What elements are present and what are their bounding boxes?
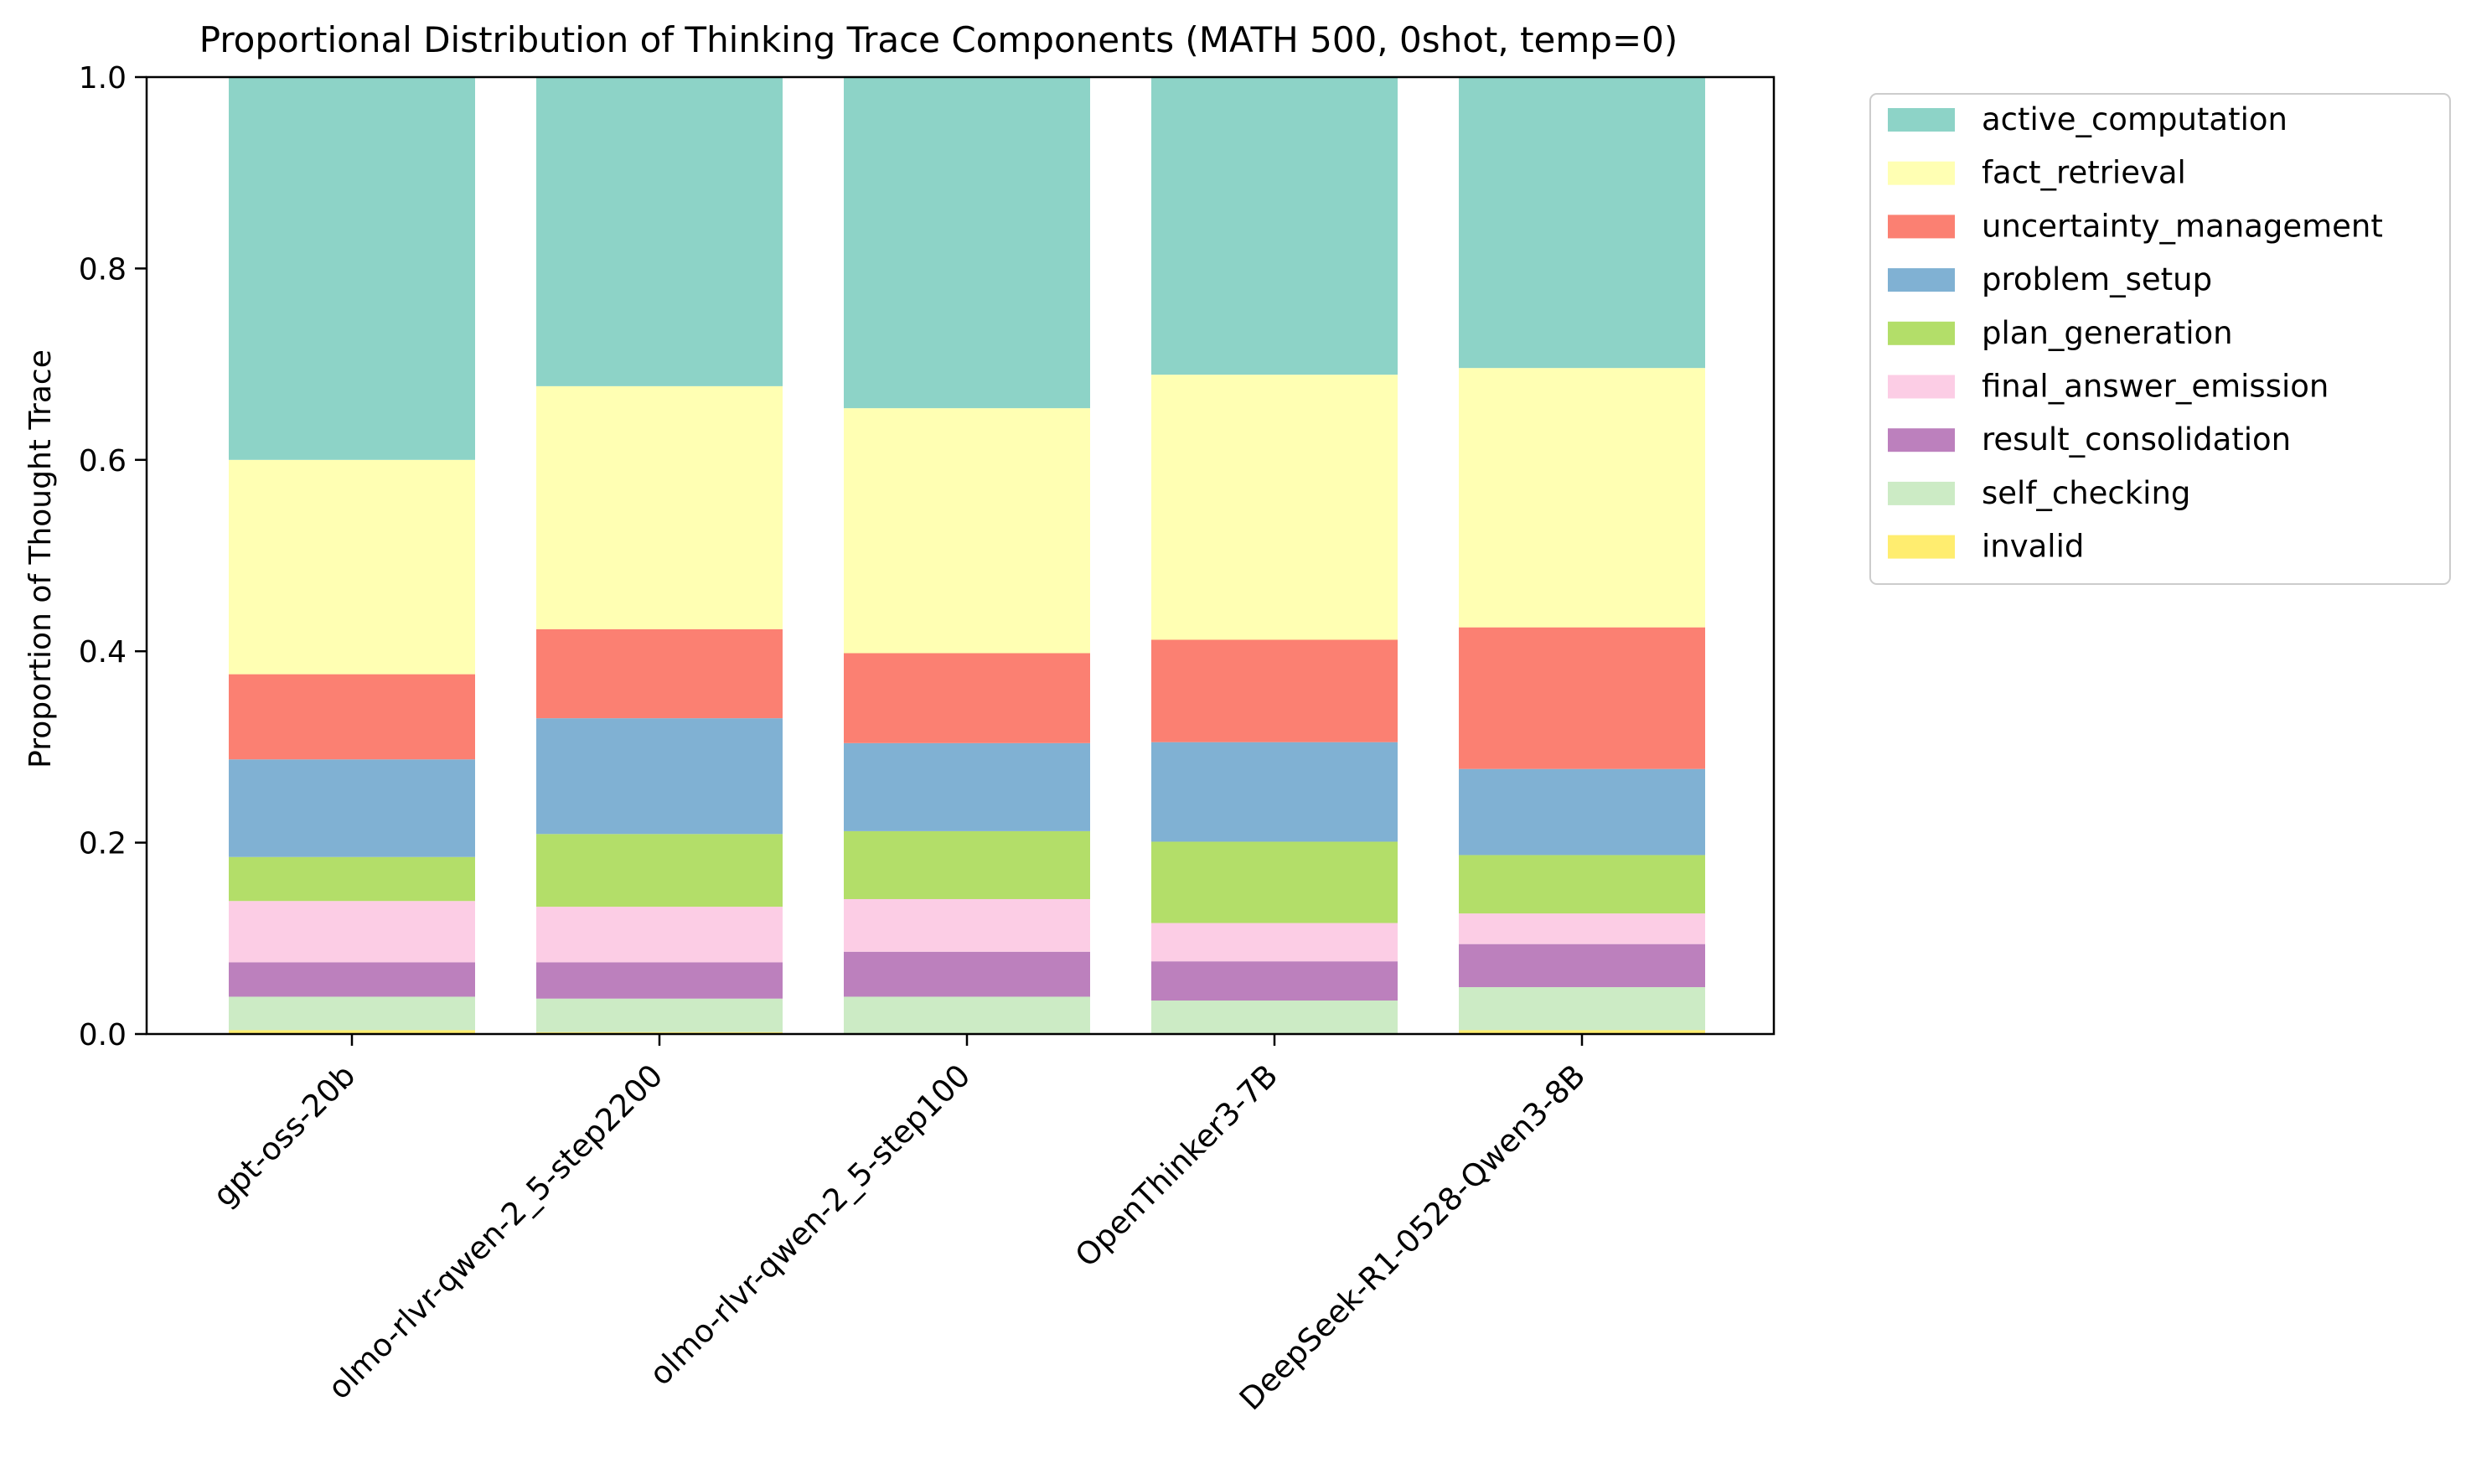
legend-label-plan-generation: plan_generation: [1982, 315, 2233, 351]
bar-segment-fact-retrieval-3: [1151, 375, 1398, 640]
bar-segment-result-consolidation-0: [229, 962, 475, 997]
bar-segment-invalid-4: [1459, 1030, 1705, 1034]
bar-segment-fact-retrieval-4: [1459, 368, 1705, 628]
bar-segment-self-checking-0: [229, 996, 475, 1031]
plot-frame: [145, 75, 1776, 1036]
bar-segment-active-computation-3: [1151, 77, 1398, 375]
bar-segment-plan-generation-0: [229, 856, 475, 902]
bar-segment-self-checking-4: [1459, 987, 1705, 1031]
bar-segment-active-computation-1: [536, 77, 783, 386]
bar-segment-result-consolidation-2: [844, 951, 1090, 997]
legend: active_computation fact_retrieval uncertai…: [1869, 93, 2451, 585]
bar-segment-active-computation-0: [229, 77, 475, 460]
bar-segment-problem-setup-2: [844, 742, 1090, 831]
bar-segment-problem-setup-4: [1459, 768, 1705, 856]
bar-segment-result-consolidation-1: [536, 962, 783, 999]
bar-segment-result-consolidation-3: [1151, 961, 1398, 1001]
bar-segment-plan-generation-1: [536, 834, 783, 907]
bar-segment-uncertainty-management-4: [1459, 627, 1705, 769]
legend-swatch-result-consolidation: [1888, 428, 1955, 452]
bar-segment-self-checking-3: [1151, 1001, 1398, 1033]
bar-segment-self-checking-1: [536, 998, 783, 1032]
y-tick-label: 0.0: [79, 1018, 127, 1052]
legend-label-result-consolidation: result_consolidation: [1982, 421, 2291, 458]
bar-segment-final-answer-emission-2: [844, 898, 1090, 952]
bar-segment-uncertainty-management-0: [229, 674, 475, 760]
legend-swatch-final-answer-emission: [1888, 375, 1955, 399]
y-tick-label: 0.8: [79, 252, 127, 287]
y-tick-label: 0.2: [79, 827, 127, 861]
bar-segment-invalid-0: [229, 1030, 475, 1034]
bar-segment-problem-setup-1: [536, 718, 783, 835]
legend-swatch-plan-generation: [1888, 321, 1955, 345]
bar-segment-final-answer-emission-4: [1459, 913, 1705, 944]
bar-segment-problem-setup-0: [229, 759, 475, 857]
legend-swatch-uncertainty-management: [1888, 215, 1955, 239]
legend-label-final-answer-emission: final_answer_emission: [1982, 369, 2329, 405]
legend-label-fact-retrieval: fact_retrieval: [1982, 155, 2186, 191]
y-tick-label: 0.4: [79, 635, 127, 670]
bar-segment-uncertainty-management-2: [844, 653, 1090, 743]
bar-segment-uncertainty-management-1: [536, 628, 783, 719]
bar-segment-active-computation-2: [844, 77, 1090, 409]
bar-segment-result-consolidation-4: [1459, 944, 1705, 988]
legend-swatch-invalid: [1888, 535, 1955, 559]
legend-label-invalid: invalid: [1982, 529, 2084, 565]
bar-segment-self-checking-2: [844, 996, 1090, 1033]
legend-swatch-active-computation: [1888, 108, 1955, 132]
bar-segment-fact-retrieval-1: [536, 385, 783, 629]
y-tick-label: 1.0: [79, 61, 127, 96]
bar-segment-plan-generation-3: [1151, 841, 1398, 923]
bar-segment-fact-retrieval-0: [229, 459, 475, 675]
legend-swatch-self-checking: [1888, 481, 1955, 505]
legend-label-self-checking: self_checking: [1982, 475, 2190, 511]
y-axis-ticks: 0.0 0.2 0.4 0.6 0.8 1.0: [79, 61, 147, 1052]
bar-segment-fact-retrieval-2: [844, 408, 1090, 654]
bar-segment-active-computation-4: [1459, 77, 1705, 369]
y-axis-label: Proportion of Thought Trace: [23, 349, 58, 768]
bar-segment-plan-generation-2: [844, 830, 1090, 899]
bar-segment-final-answer-emission-3: [1151, 923, 1398, 962]
legend-box: [1869, 93, 2451, 585]
bar-segment-final-answer-emission-0: [229, 901, 475, 963]
legend-label-problem-setup: problem_setup: [1982, 261, 2212, 297]
bar-segment-final-answer-emission-1: [536, 907, 783, 963]
bar-segment-plan-generation-4: [1459, 855, 1705, 914]
bar-segment-problem-setup-3: [1151, 742, 1398, 842]
legend-label-uncertainty-management: uncertainty_management: [1982, 208, 2383, 244]
legend-label-active-computation: active_computation: [1982, 101, 2287, 137]
bars-layer: [229, 77, 1705, 1034]
y-tick-label: 0.6: [79, 444, 127, 478]
bar-segment-uncertainty-management-3: [1151, 639, 1398, 742]
legend-swatch-problem-setup: [1888, 268, 1955, 292]
chart-title: Proportional Distribution of Thinking Tr…: [199, 19, 1678, 60]
legend-swatch-fact-retrieval: [1888, 161, 1955, 185]
